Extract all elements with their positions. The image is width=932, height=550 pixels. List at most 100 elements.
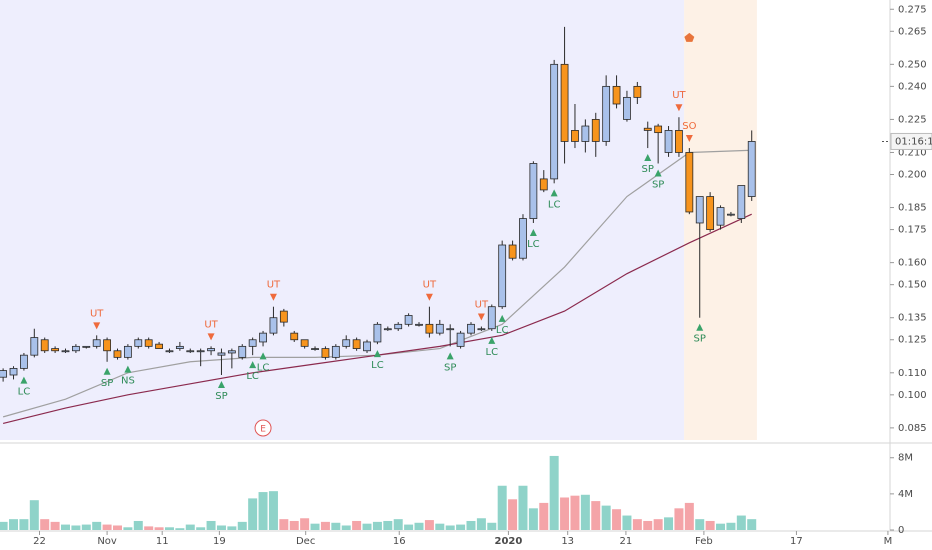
signal-label: SP [652, 179, 664, 190]
signal-label: LC [527, 239, 540, 250]
candle-body [290, 332, 299, 341]
volume-bar [497, 485, 507, 530]
candle-body [467, 323, 475, 334]
candle-body [0, 370, 8, 378]
candle-body [519, 218, 527, 259]
candle-body [279, 310, 288, 323]
signal-triangle-down [675, 104, 683, 112]
candle-body [435, 323, 444, 334]
candle-body [207, 348, 215, 352]
x-tick-label: 17 [790, 536, 803, 547]
volume-bar [279, 519, 289, 530]
volume-bar [591, 501, 601, 530]
candle-body [238, 345, 247, 358]
candle-body [363, 341, 371, 352]
candle-body [571, 130, 579, 142]
candle-body [20, 354, 28, 369]
candle-body [321, 348, 330, 358]
candle-body [51, 348, 60, 352]
volume-bar [664, 517, 674, 530]
signal-triangle-up [446, 352, 454, 360]
volume-bar [414, 522, 424, 530]
signal-label: SP [444, 362, 456, 373]
y-tick-label: 0.210 [898, 147, 927, 158]
volume-bar [539, 502, 549, 530]
signal-triangle-up [124, 365, 132, 373]
candle-body [373, 323, 382, 343]
signal-triangle-up [373, 350, 381, 358]
signal-label: LC [496, 325, 509, 336]
volume-bar [185, 524, 195, 530]
candle-body [175, 345, 184, 349]
candle-body [716, 207, 725, 226]
candle-body [30, 337, 39, 356]
signal-triangle-up [217, 381, 225, 389]
signal-triangle-down [425, 293, 433, 301]
volume-bar [736, 515, 746, 530]
y-tick-label: 0.275 [898, 4, 927, 15]
signal-triangle-up [550, 189, 558, 197]
volume-tick-label: 8M [898, 453, 913, 464]
candle-body [487, 306, 496, 330]
volume-bar [653, 519, 663, 530]
volume-bar [102, 524, 112, 530]
volume-bar [0, 521, 8, 530]
volume-bar [393, 519, 403, 530]
candle-body [550, 63, 559, 180]
candle-body [643, 127, 652, 131]
candle-body [633, 85, 642, 98]
candle-body [165, 350, 174, 353]
signal-triangle-up [498, 314, 506, 322]
candle-body [103, 339, 111, 352]
volume-bar [487, 522, 497, 530]
volume-bar [518, 485, 528, 530]
candle-body [477, 328, 486, 331]
volume-bar [705, 520, 715, 530]
volume-bar [643, 520, 653, 530]
candle-body [186, 350, 195, 353]
candle-body [383, 328, 392, 331]
volume-bar [175, 528, 185, 530]
signal-label: SP [694, 334, 706, 345]
volume-bar [435, 523, 445, 530]
y-tick-label: 0.160 [898, 258, 927, 269]
volume-bar [383, 520, 393, 530]
x-tick-label: M [884, 536, 893, 547]
x-tick-label: 13 [561, 536, 574, 547]
volume-bar [81, 524, 91, 530]
signal-label: LC [257, 362, 270, 373]
earnings-marker [254, 419, 272, 437]
volume-bar [747, 519, 757, 530]
signal-triangle-up [20, 376, 28, 384]
signal-label: LC [371, 360, 384, 371]
volume-bar [549, 455, 559, 530]
volume-bar [268, 491, 278, 530]
volume-bar [726, 522, 736, 530]
y-tick-label: 0.185 [898, 203, 927, 214]
volume-bar [206, 520, 216, 530]
candle-body [92, 339, 101, 347]
volume-bar [580, 494, 590, 530]
volume-bar [508, 499, 518, 530]
candle-body [602, 85, 611, 142]
candle-body [269, 317, 278, 334]
candle-body [196, 350, 205, 353]
volume-bar [29, 500, 39, 530]
volume-bar [716, 523, 726, 530]
candle-body [498, 244, 507, 308]
volume-bar [684, 502, 694, 530]
volume-tick-label: 0 [898, 525, 904, 536]
candle-body [331, 345, 340, 358]
volume-bar [601, 505, 611, 530]
volume-bar [424, 520, 434, 530]
signal-triangle-down [207, 333, 215, 341]
y-tick-label: 0.135 [898, 313, 927, 324]
volume-bar [674, 508, 684, 530]
candle-body [342, 339, 351, 347]
candle-body [123, 345, 132, 358]
earnings-label: E [260, 425, 266, 435]
candle-body [560, 63, 569, 142]
candle-body [144, 339, 153, 347]
volume-bar [622, 515, 632, 530]
